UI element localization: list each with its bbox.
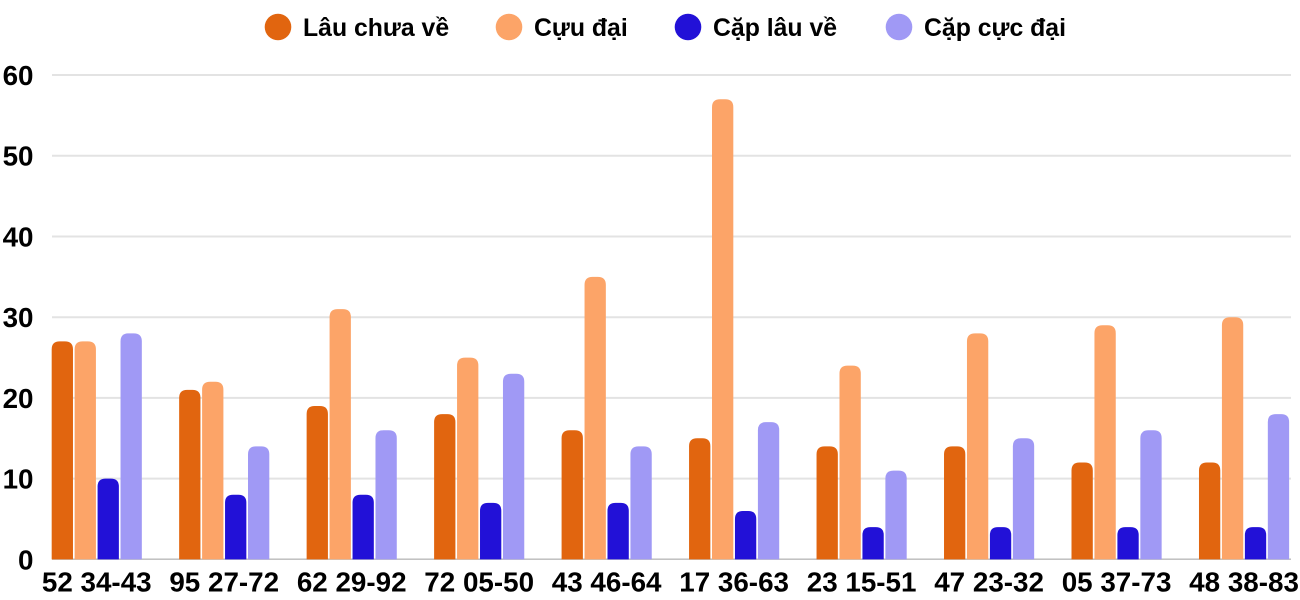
svg-text:17 36-63: 17 36-63 (679, 567, 789, 598)
svg-text:0: 0 (18, 544, 33, 575)
svg-text:Cặp lâu về: Cặp lâu về (713, 15, 837, 42)
svg-text:60: 60 (3, 60, 34, 91)
svg-text:62 29-92: 62 29-92 (297, 567, 407, 598)
svg-text:47 23-32: 47 23-32 (934, 567, 1044, 598)
svg-text:40: 40 (3, 221, 34, 252)
svg-text:30: 30 (3, 302, 34, 333)
svg-text:Cặp cực đại: Cặp cực đại (924, 15, 1066, 42)
svg-text:95 27-72: 95 27-72 (169, 567, 279, 598)
svg-text:10: 10 (3, 464, 34, 495)
svg-text:72 05-50: 72 05-50 (424, 567, 534, 598)
svg-text:05 37-73: 05 37-73 (1062, 567, 1172, 598)
svg-text:43 46-64: 43 46-64 (552, 567, 662, 598)
svg-text:50: 50 (3, 141, 34, 172)
svg-text:48 38-83: 48 38-83 (1189, 567, 1299, 598)
svg-text:23 15-51: 23 15-51 (807, 567, 917, 598)
svg-text:Lâu chưa về: Lâu chưa về (303, 15, 449, 42)
svg-text:Cựu đại: Cựu đại (534, 15, 628, 42)
svg-text:20: 20 (3, 383, 34, 414)
svg-text:52 34-43: 52 34-43 (42, 567, 152, 598)
